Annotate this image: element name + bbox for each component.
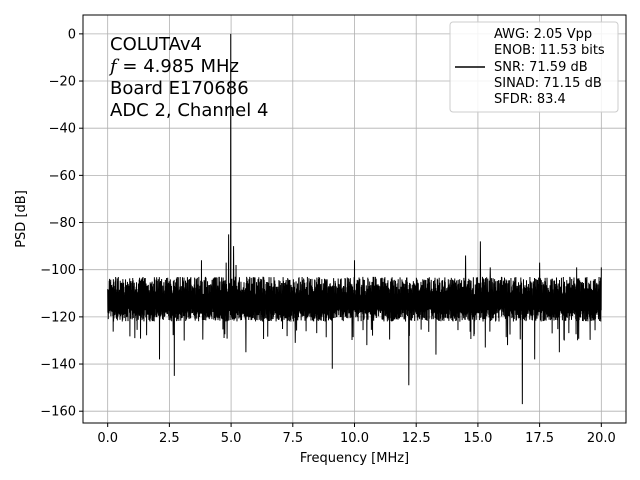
- x-tick-label: 20.0: [587, 431, 616, 446]
- x-tick-label: 10.0: [340, 431, 369, 446]
- x-tick-label: 17.5: [525, 431, 554, 446]
- y-axis-ticks: 0 −20 −40 −60 −80 −100 −120 −140 −160: [40, 27, 83, 420]
- y-tick-label: −160: [40, 405, 76, 420]
- annotation-text: COLUTAv4 f = 4.985 MHz Board E170686 ADC…: [108, 34, 268, 121]
- x-tick-label: 0.0: [97, 431, 118, 446]
- psd-series-line: [107, 33, 602, 405]
- legend-enob: ENOB: 11.53 bits: [494, 43, 605, 58]
- x-axis-ticks: 0.0 2.5 5.0 7.5 10.0 12.5 15.0 17.5 20.0: [97, 423, 616, 446]
- y-tick-label: −100: [40, 263, 76, 278]
- annotation-line-4: ADC 2, Channel 4: [110, 100, 268, 121]
- legend-sfdr: SFDR: 83.4: [494, 92, 566, 107]
- legend-snr: SNR: 71.59 dB: [494, 60, 588, 75]
- y-tick-label: 0: [68, 27, 76, 42]
- y-tick-label: −140: [40, 358, 76, 373]
- x-tick-label: 7.5: [282, 431, 303, 446]
- y-axis-label: PSD [dB]: [14, 190, 29, 248]
- annotation-line-2: f = 4.985 MHz: [108, 56, 239, 77]
- legend: AWG: 2.05 Vpp ENOB: 11.53 bits SNR: 71.5…: [449, 21, 619, 113]
- x-tick-label: 2.5: [159, 431, 180, 446]
- x-axis-label: Frequency [MHz]: [300, 451, 409, 466]
- annotation-line-1: COLUTAv4: [110, 34, 202, 55]
- y-tick-label: −20: [49, 75, 76, 90]
- x-tick-label: 12.5: [402, 431, 431, 446]
- y-tick-label: −120: [40, 310, 76, 325]
- legend-sinad: SINAD: 71.15 dB: [494, 76, 602, 91]
- y-tick-label: −60: [49, 169, 76, 184]
- annotation-line-3: Board E170686: [110, 78, 249, 99]
- x-tick-label: 15.0: [463, 431, 492, 446]
- legend-awg: AWG: 2.05 Vpp: [494, 27, 592, 42]
- y-tick-label: −80: [49, 216, 76, 231]
- x-tick-label: 5.0: [221, 431, 242, 446]
- legend-box: [449, 21, 619, 113]
- plot-area: [107, 33, 602, 405]
- y-tick-label: −40: [49, 122, 76, 137]
- frequency-value: = 4.985 MHz: [117, 56, 239, 77]
